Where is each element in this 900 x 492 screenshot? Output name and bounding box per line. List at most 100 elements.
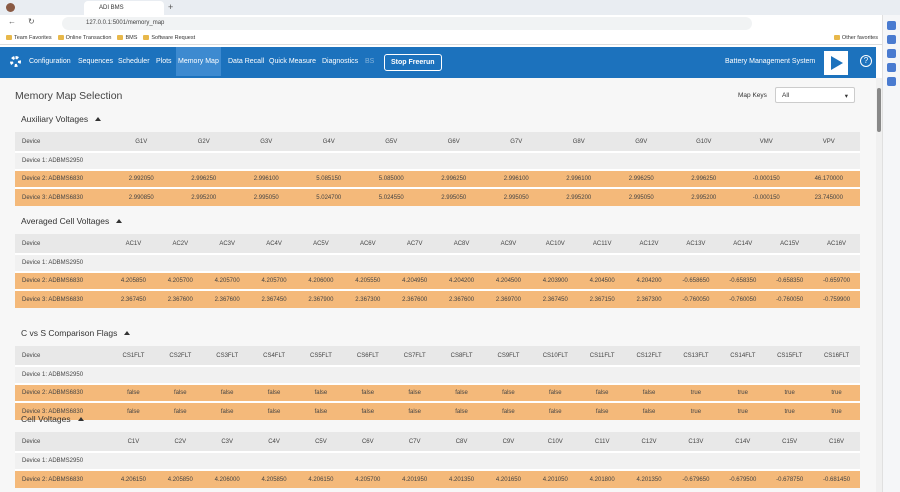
sidebar-icon[interactable]	[887, 21, 896, 30]
column-header: CS13FLT	[672, 346, 720, 366]
table-cell	[110, 151, 173, 170]
nav-item[interactable]: Data Recall	[228, 58, 265, 65]
table-cell: 2.367450	[110, 289, 157, 308]
table-cell: -0.759900	[813, 289, 860, 308]
table-cell: false	[203, 383, 251, 402]
section-title[interactable]: Auxiliary Voltages	[21, 114, 860, 126]
table-cell: -0.659700	[813, 271, 860, 290]
reload-button[interactable]: ↻	[28, 17, 35, 26]
header-row: Device C1V C2V C3V C4V C5V C6V C7V C8V C9V C10V C11…	[15, 432, 860, 452]
table-cell: 2.995050	[235, 187, 298, 206]
column-header: CS8FLT	[438, 346, 485, 366]
table-cell	[485, 151, 548, 170]
table-cell: 2.996100	[485, 169, 548, 188]
map-keys-select[interactable]: All ▾	[775, 87, 855, 103]
column-header: C8V	[438, 432, 485, 452]
column-header: G1V	[110, 132, 173, 152]
table-cell: Device 1: ADBMS2950	[15, 253, 110, 272]
table-cell	[156, 365, 204, 384]
sidebar-icon[interactable]	[887, 77, 896, 86]
browser-tab[interactable]: ADI BMS	[84, 1, 164, 15]
table-cell	[531, 365, 579, 384]
help-icon[interactable]: ?	[860, 55, 872, 67]
column-header: AC15V	[766, 234, 814, 254]
nav-item[interactable]: BS	[365, 58, 375, 65]
sidebar-icon[interactable]	[887, 49, 896, 58]
table-cell: 2.369700	[485, 289, 532, 308]
url-field[interactable]: 127.0.0.1:5001/memory_map	[62, 17, 752, 30]
table-cell	[719, 253, 767, 272]
profile-icon[interactable]	[6, 3, 15, 12]
table-cell: -0.678750	[766, 469, 814, 488]
table-cell: 4.204500	[578, 271, 626, 290]
sidebar-icon[interactable]	[887, 63, 896, 72]
nav-item[interactable]: Plots	[156, 58, 172, 65]
section-title[interactable]: C vs S Comparison Flags	[21, 328, 860, 340]
table-cell: 4.201650	[485, 469, 532, 488]
bookmark[interactable]: Software Request	[143, 32, 195, 41]
column-header: CS2FLT	[156, 346, 204, 366]
column-header: C12V	[625, 432, 673, 452]
column-header: G2V	[172, 132, 235, 152]
bookmark[interactable]: Team Favorites	[6, 32, 52, 41]
nav-item[interactable]: Quick Measure	[269, 58, 317, 65]
table-cell: 2.996250	[172, 169, 235, 188]
table-cell: Device 2: ADBMS6830	[15, 469, 110, 488]
table-cell	[250, 365, 298, 384]
bookmark[interactable]: Other favorites	[834, 32, 878, 41]
column-header: G4V	[297, 132, 360, 152]
table-cell	[625, 365, 673, 384]
column-header: C2V	[156, 432, 204, 452]
table-cell	[719, 451, 767, 470]
table-cell: -0.681450	[813, 469, 860, 488]
new-tab[interactable]: +	[168, 2, 174, 12]
nav-item[interactable]: Configuration	[29, 58, 71, 65]
bookmark[interactable]: BMS	[117, 32, 137, 41]
column-header: VMV	[735, 132, 798, 152]
column-header: VPV	[797, 132, 860, 152]
column-header: C5V	[297, 432, 345, 452]
table-row: Device 1: ADBMS2950	[15, 451, 860, 470]
stop-freerun-button[interactable]: Stop Freerun	[384, 54, 442, 71]
table-cell: 2.996250	[672, 169, 735, 188]
nav-item[interactable]: Scheduler	[118, 58, 150, 65]
table-cell	[344, 365, 392, 384]
nav-item[interactable]: Memory Map	[176, 47, 221, 76]
data-table: Device AC1V AC2V AC3V AC4V AC5V AC6V AC7V AC8V AC…	[15, 234, 860, 308]
logo	[824, 51, 848, 75]
sidebar-icon[interactable]	[887, 35, 896, 44]
column-header: CS4FLT	[250, 346, 298, 366]
section-title[interactable]: Averaged Cell Voltages	[21, 216, 860, 228]
table-cell	[813, 365, 860, 384]
column-header: CS5FLT	[297, 346, 345, 366]
bookmark[interactable]: Online Transaction	[58, 32, 112, 41]
table-cell: false	[110, 383, 157, 402]
scrollbar[interactable]	[876, 78, 882, 492]
table-cell: -0.760050	[766, 289, 814, 308]
table-cell: -0.658350	[719, 271, 767, 290]
column-header: G8V	[547, 132, 610, 152]
column-header: C7V	[391, 432, 439, 452]
table-cell: 5.085000	[360, 169, 423, 188]
table-cell: 5.085150	[297, 169, 360, 188]
nav-item[interactable]: Diagnostics	[322, 58, 359, 65]
nav-item[interactable]: Sequences	[78, 58, 114, 65]
column-header: CS15FLT	[766, 346, 814, 366]
section: Cell Voltages Device C1V C2V C3V C4V C5V C6V C7V…	[15, 414, 860, 488]
back-button[interactable]: ←	[8, 17, 16, 26]
app-title: Battery Management System	[725, 58, 816, 65]
table-cell	[250, 451, 298, 470]
table-cell	[531, 253, 579, 272]
settings-icon[interactable]	[10, 56, 21, 67]
section: Auxiliary Voltages Device G1V G2V G3V G4V G5V G…	[15, 114, 860, 206]
table-cell	[438, 253, 485, 272]
table-cell	[297, 451, 345, 470]
section: C vs S Comparison Flags Device CS1FLT CS2FL…	[15, 328, 860, 420]
table-cell	[110, 451, 157, 470]
table-cell	[547, 151, 610, 170]
column-header: AC13V	[672, 234, 720, 254]
map-keys-label: Map Keys	[738, 92, 767, 99]
column-header: AC6V	[344, 234, 392, 254]
column-header: C10V	[531, 432, 579, 452]
section-title[interactable]: Cell Voltages	[21, 414, 860, 426]
